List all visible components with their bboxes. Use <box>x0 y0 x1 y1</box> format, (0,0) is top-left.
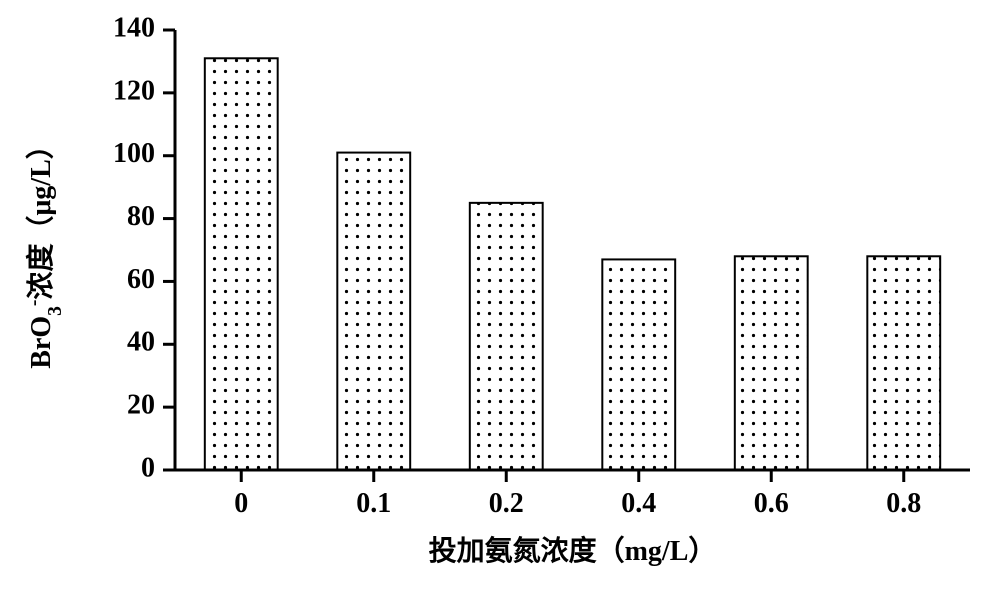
bar <box>470 203 543 470</box>
chart-container: 0 20 40 60 80 100 120 140 0 0.1 0.2 0.4 0.6 0.8 投加氨氮浓度… <box>0 0 1000 593</box>
y-tick-label: 60 <box>127 264 155 295</box>
y-tick-label: 140 <box>113 12 155 43</box>
y-tick-label: 120 <box>113 75 155 106</box>
x-tick-label: 0.1 <box>356 488 391 519</box>
y-axis-label: BrO3-浓度（μg/L） <box>24 131 66 369</box>
x-tick-label: 0.8 <box>886 488 921 519</box>
bar <box>205 58 278 470</box>
bar-chart: 0 20 40 60 80 100 120 140 0 0.1 0.2 0.4 0.6 0.8 投加氨氮浓度… <box>0 0 1000 593</box>
x-tick-label: 0 <box>234 488 248 519</box>
y-tick-label: 100 <box>113 138 155 169</box>
bar <box>735 256 808 470</box>
bar <box>602 259 675 470</box>
x-tick-label: 0.2 <box>489 488 524 519</box>
x-tick-label: 0.4 <box>621 488 656 519</box>
x-axis-label: 投加氨氮浓度（mg/L） <box>429 534 717 567</box>
bar <box>337 153 410 470</box>
x-tick-label: 0.6 <box>754 488 789 519</box>
y-tick-label: 0 <box>141 452 155 483</box>
y-tick-label: 40 <box>127 327 155 358</box>
bar <box>867 256 940 470</box>
y-tick-label: 80 <box>127 201 155 232</box>
y-tick-label: 20 <box>127 390 155 421</box>
